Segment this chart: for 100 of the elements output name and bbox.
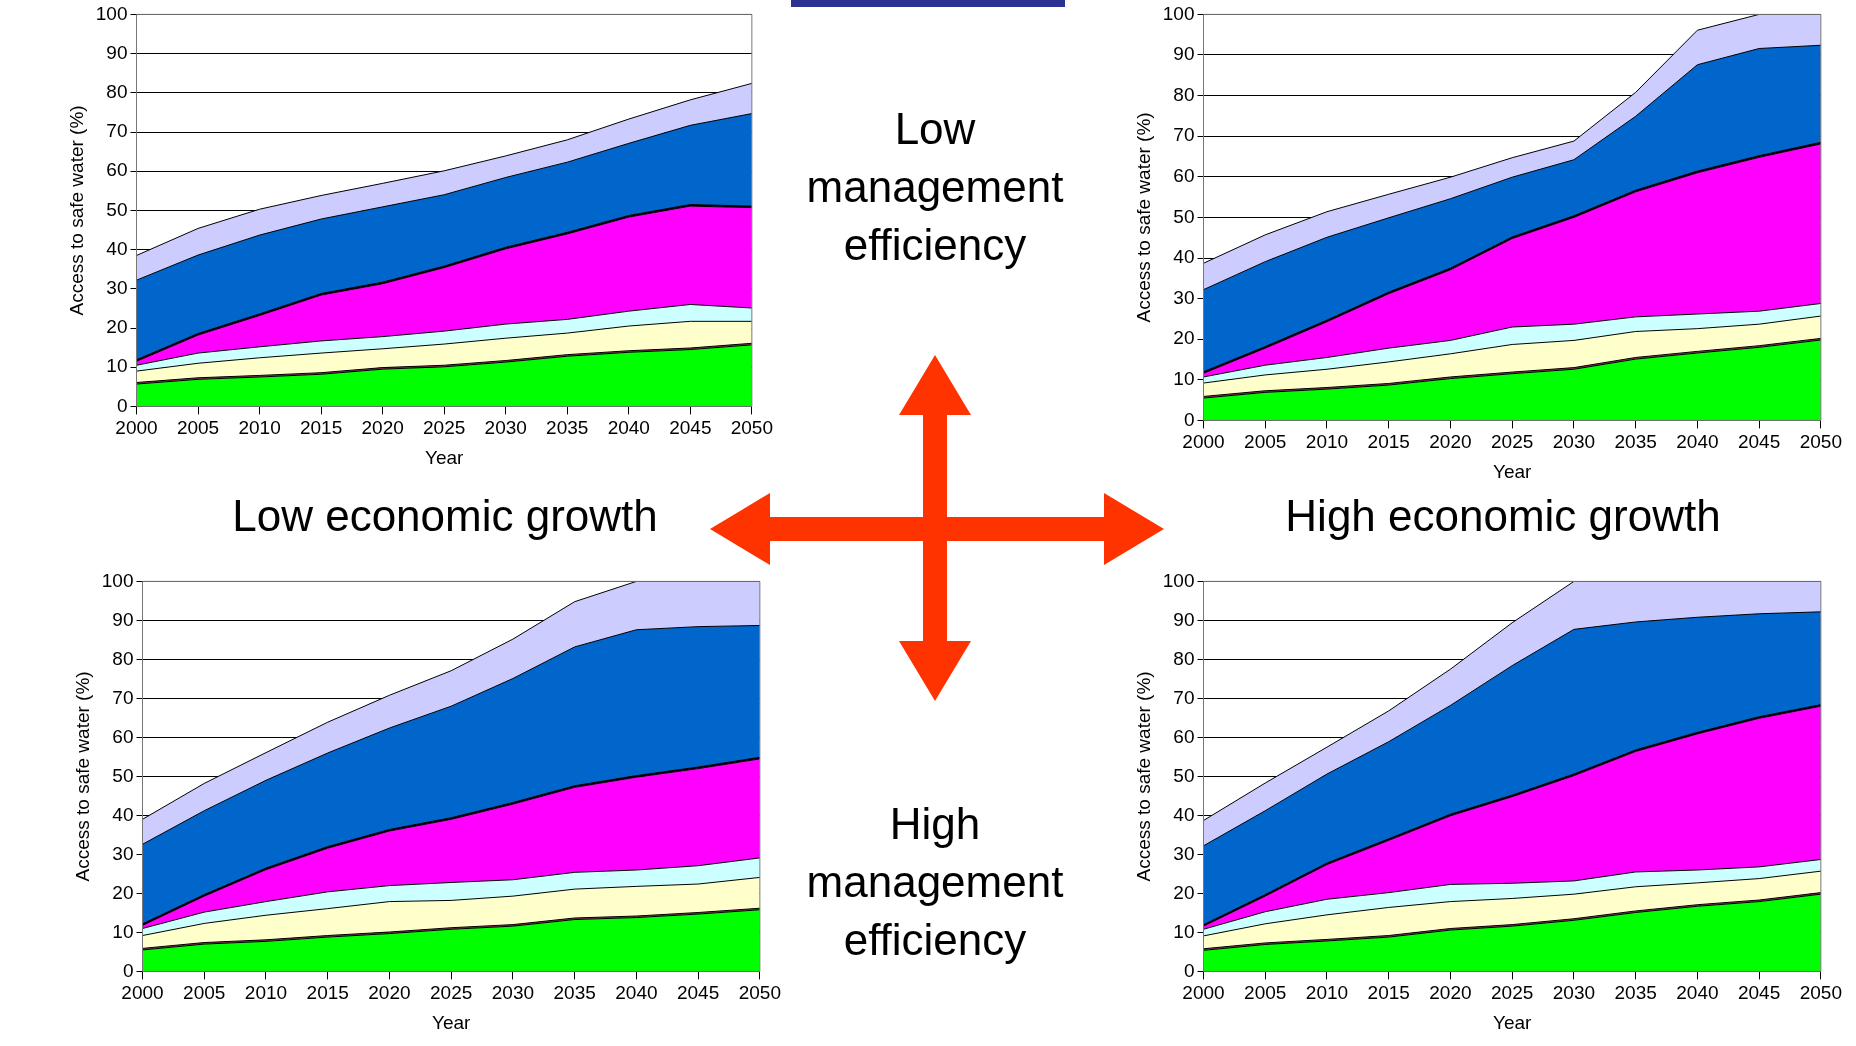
y-tick-label: 30 [1173, 842, 1195, 864]
y-tick-label: 20 [1173, 881, 1195, 903]
y-tick-label: 0 [122, 959, 134, 981]
y-tick-label: 70 [106, 120, 128, 142]
x-tick-label: 2005 [1244, 431, 1287, 453]
y-tick-label: 40 [106, 237, 128, 259]
y-tick-label: 80 [1173, 647, 1195, 669]
y-tick-label: 60 [1173, 725, 1195, 747]
x-tick-label: 2005 [176, 417, 220, 439]
y-tick-label: 40 [112, 803, 134, 825]
y-axis-title: Access to safe water (%) [65, 105, 87, 316]
x-tick-label: 2030 [484, 417, 527, 439]
x-tick-label: 2045 [669, 417, 712, 439]
x-tick-label: 2020 [361, 417, 404, 439]
y-tick-label: 30 [106, 277, 128, 299]
y-axis-title: Access to safe water (%) [71, 671, 93, 882]
y-tick-label: 30 [112, 842, 134, 864]
y-tick-label: 20 [106, 316, 128, 338]
y-tick-label: 90 [1173, 608, 1195, 630]
y-tick-label: 70 [112, 686, 134, 708]
x-tick-label: 2020 [1429, 431, 1472, 453]
x-tick-label: 2045 [1737, 431, 1781, 453]
y-tick-label: 70 [1173, 686, 1195, 708]
x-tick-label: 2050 [738, 982, 782, 1004]
x-tick-label: 2030 [1552, 431, 1596, 453]
x-tick-label: 2025 [1491, 431, 1534, 453]
y-tick-label: 90 [1173, 43, 1195, 65]
y-axis-title: Access to safe water (%) [1132, 671, 1154, 882]
x-tick-label: 2045 [676, 982, 720, 1004]
y-tick-label: 20 [1173, 327, 1195, 349]
text: Low economic growth [231, 490, 659, 542]
y-tick-label: 100 [1162, 569, 1195, 591]
y-tick-label: 80 [1173, 83, 1195, 105]
y-tick-label: 90 [112, 608, 134, 630]
x-tick-label: 2040 [607, 417, 650, 439]
x-tick-label: 2030 [1552, 982, 1596, 1004]
y-axis-title: Access to safe water (%) [1132, 112, 1154, 323]
x-tick-label: 2010 [238, 417, 281, 439]
x-tick-label: 2020 [1429, 982, 1472, 1004]
x-axis-title: Year [424, 446, 465, 468]
x-tick-label: 2020 [368, 982, 411, 1004]
x-tick-label: 2045 [1737, 982, 1781, 1004]
x-tick-label: 2000 [1182, 431, 1225, 453]
x-tick-label: 2005 [1244, 982, 1287, 1004]
x-axis-title: Year [1492, 1011, 1533, 1033]
x-tick-label: 2040 [1676, 431, 1719, 453]
x-tick-label: 2000 [1182, 982, 1225, 1004]
x-tick-label: 2050 [730, 417, 774, 439]
x-tick-label: 2050 [1799, 431, 1843, 453]
y-tick-label: 90 [106, 41, 128, 63]
y-tick-label: 50 [1173, 764, 1195, 786]
y-tick-label: 80 [106, 81, 128, 103]
y-tick-label: 70 [1173, 124, 1195, 146]
x-tick-label: 2015 [1367, 431, 1410, 453]
y-tick-label: 20 [112, 881, 134, 903]
y-tick-label: 50 [106, 198, 128, 220]
x-tick-label: 2010 [1305, 431, 1349, 453]
y-tick-label: 50 [1173, 205, 1195, 227]
x-tick-label: 2010 [1305, 982, 1349, 1004]
y-tick-label: 80 [112, 647, 134, 669]
text: High economic growth [1284, 490, 1722, 542]
y-tick-label: 60 [1173, 165, 1195, 187]
y-tick-label: 40 [1173, 246, 1195, 268]
y-tick-label: 100 [1162, 2, 1195, 24]
y-tick-label: 0 [1183, 959, 1195, 981]
x-tick-label: 2040 [1676, 982, 1719, 1004]
y-tick-label: 10 [106, 355, 128, 377]
x-tick-label: 2035 [553, 982, 596, 1004]
x-tick-label: 2000 [115, 417, 158, 439]
y-tick-label: 40 [1173, 803, 1195, 825]
x-axis-title: Year [431, 1011, 472, 1033]
x-tick-label: 2035 [1614, 431, 1657, 453]
x-tick-label: 2025 [1491, 982, 1534, 1004]
text: Low management efficiency [805, 103, 1065, 271]
x-tick-label: 2000 [121, 982, 164, 1004]
x-axis-title: Year [1492, 460, 1533, 482]
x-tick-label: 2015 [306, 982, 349, 1004]
x-tick-label: 2015 [299, 417, 343, 439]
x-tick-label: 2005 [183, 982, 226, 1004]
x-tick-label: 2040 [615, 982, 658, 1004]
y-tick-label: 0 [116, 394, 128, 416]
x-tick-label: 2030 [491, 982, 535, 1004]
x-tick-label: 2025 [423, 417, 466, 439]
y-tick-label: 50 [112, 764, 134, 786]
y-tick-label: 60 [106, 159, 128, 181]
y-tick-label: 10 [1173, 920, 1195, 942]
x-tick-label: 2025 [430, 982, 473, 1004]
x-tick-label: 2050 [1799, 982, 1843, 1004]
y-tick-label: 30 [1173, 286, 1195, 308]
y-tick-label: 10 [112, 920, 134, 942]
x-tick-label: 2010 [244, 982, 288, 1004]
x-tick-label: 2035 [1614, 982, 1657, 1004]
y-tick-label: 100 [95, 2, 128, 24]
x-tick-label: 2015 [1367, 982, 1410, 1004]
y-tick-label: 60 [112, 725, 134, 747]
y-tick-label: 0 [1183, 408, 1195, 430]
y-tick-label: 100 [101, 569, 134, 591]
text: High management efficiency [805, 798, 1065, 966]
y-tick-label: 10 [1173, 368, 1195, 390]
x-tick-label: 2035 [546, 417, 589, 439]
